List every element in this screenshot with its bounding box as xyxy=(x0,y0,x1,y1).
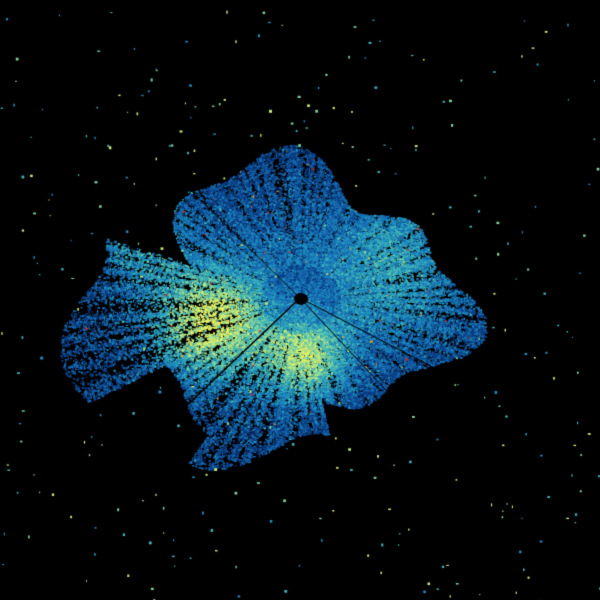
radar-image xyxy=(0,0,600,600)
